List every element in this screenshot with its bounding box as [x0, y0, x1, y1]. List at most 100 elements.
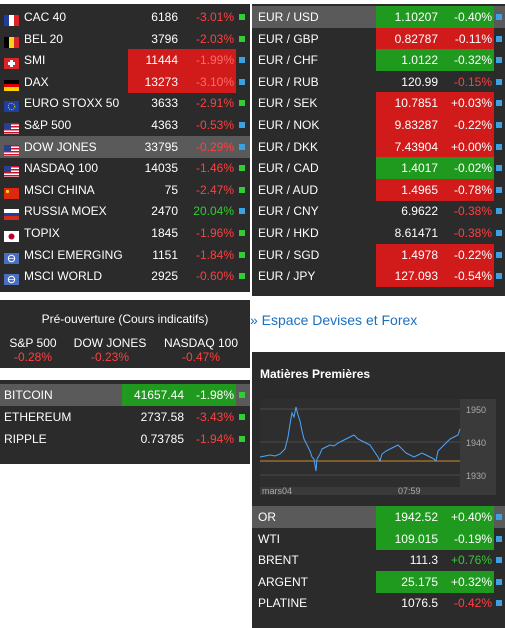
index-name: EURO STOXX 50	[24, 96, 120, 111]
forex-row[interactable]: EUR / SGD 1.4978 -0.22%	[252, 243, 505, 266]
forex-name: EUR / NOK	[258, 118, 320, 132]
status-square-icon	[239, 230, 245, 236]
forex-row[interactable]: EUR / GBP 0.82787 -0.11%	[252, 27, 505, 50]
index-change: -0.60%	[195, 269, 234, 284]
flag-icon-cn	[4, 184, 19, 199]
status-square-icon	[496, 122, 502, 128]
forex-change: -0.02%	[442, 157, 494, 180]
index-name: MSCI WORLD	[24, 269, 102, 284]
forex-change: -0.11%	[442, 27, 494, 50]
index-row[interactable]: S&P 500 4363 -0.53%	[0, 114, 250, 136]
forex-change: +0.00%	[442, 135, 494, 158]
y-tick-label: 1930	[466, 471, 486, 481]
index-row[interactable]: SMI 11444 -1.99%	[0, 49, 250, 72]
preopen-value: -0.23%	[90, 350, 130, 364]
preopen-title: Pré-ouverture (Cours indicatifs)	[41, 312, 209, 326]
index-row[interactable]: EURO STOXX 50 3633 -2.91%	[0, 92, 250, 114]
y-tick-label: 1950	[466, 405, 486, 415]
index-name: BEL 20	[24, 31, 63, 46]
forex-row[interactable]: EUR / NOK 9.83287 -0.22%	[252, 114, 505, 136]
status-square-icon	[496, 78, 502, 85]
index-row[interactable]: TOPIX 1845 -1.96%	[0, 222, 250, 244]
preopen-item-nasdaq100[interactable]: NASDAQ 100 -0.47%	[156, 336, 246, 364]
status-square-icon	[496, 100, 502, 107]
index-name: SMI	[24, 53, 46, 68]
index-change: -0.53%	[195, 118, 234, 132]
crypto-panel: BITCOIN 41657.44 -1.98% ETHEREUM 2737.58 -3.4…	[0, 380, 250, 464]
index-change: -3.01%	[195, 10, 234, 24]
index-name: S&P 500	[24, 118, 72, 132]
commodity-row[interactable]: PLATINE 1076.5 -0.42%	[252, 592, 505, 614]
status-square-icon	[239, 392, 245, 398]
forex-row[interactable]: EUR / CHF 1.0122 -0.32%	[252, 49, 505, 72]
forex-value: 1.0122	[376, 49, 442, 72]
forex-value: 1.4965	[376, 178, 442, 201]
commodity-value: 1942.52	[376, 506, 442, 528]
index-change: -1.84%	[195, 247, 234, 262]
crypto-row[interactable]: ETHEREUM 2737.58 -3.43%	[0, 406, 250, 428]
forex-value: 6.9622	[401, 204, 438, 219]
preopen-value: -0.47%	[181, 350, 221, 364]
commodity-row[interactable]: ARGENT 25.175 +0.32%	[252, 570, 505, 593]
gold-intraday-chart[interactable]: 1950 1940 1930 mars04 07:59	[259, 399, 496, 496]
commodity-name: ARGENT	[258, 574, 309, 589]
index-row[interactable]: DAX 13273 -3.10%	[0, 70, 250, 93]
index-value: 4363	[151, 118, 178, 132]
status-square-icon	[496, 230, 502, 236]
forex-row[interactable]: EUR / DKK 7.43904 +0.00%	[252, 135, 505, 158]
preopen-item-sp500[interactable]: S&P 500 -0.28%	[0, 336, 66, 364]
forex-row[interactable]: EUR / USD 1.10207 -0.40%	[252, 6, 505, 28]
forex-change: -0.22%	[442, 114, 494, 136]
forex-row[interactable]: EUR / RUB 120.99 -0.15%	[252, 71, 505, 93]
index-change: -2.03%	[195, 31, 234, 46]
crypto-name: BITCOIN	[4, 388, 53, 402]
index-row[interactable]: NASDAQ 100 14035 -1.46%	[0, 157, 250, 179]
forex-row[interactable]: EUR / SEK 10.7851 +0.03%	[252, 92, 505, 115]
index-row[interactable]: BEL 20 3796 -2.03%	[0, 28, 250, 50]
status-square-icon	[239, 57, 245, 64]
crypto-row[interactable]: RIPPLE 0.73785 -1.94%	[0, 428, 250, 450]
status-square-icon	[239, 122, 245, 128]
commodity-name: BRENT	[258, 553, 299, 568]
preopen-item-dowjones[interactable]: DOW JONES -0.23%	[70, 336, 150, 364]
commodity-change: -0.42%	[453, 596, 492, 611]
status-square-icon	[496, 57, 502, 64]
chart-plot-area	[260, 399, 460, 487]
commodity-row[interactable]: OR 1942.52 +0.40%	[252, 506, 505, 528]
indices-panel: CAC 40 6186 -3.01% BEL 20 3796 -2.03% SMI 11444…	[0, 4, 250, 292]
index-name: NASDAQ 100	[24, 161, 99, 176]
x-tick-label: 07:59	[398, 486, 421, 495]
index-value: 13273	[128, 70, 182, 93]
index-row[interactable]: DOW JONES 33795 -0.29%	[0, 135, 250, 158]
index-name: CAC 40	[24, 10, 67, 24]
status-square-icon	[496, 143, 502, 150]
forex-row[interactable]: EUR / HKD 8.61471 -0.38%	[252, 222, 505, 244]
forex-space-link[interactable]: » Espace Devises et Forex	[250, 312, 418, 328]
commodity-row[interactable]: BRENT 111.3 +0.76%	[252, 549, 505, 571]
index-row[interactable]: RUSSIA MOEX 2470 20.04%	[0, 200, 250, 222]
status-square-icon	[496, 557, 502, 564]
index-change: 20.04%	[193, 204, 234, 219]
crypto-value: 0.73785	[140, 432, 184, 446]
status-square-icon	[239, 14, 245, 20]
crypto-value: 2737.58	[140, 410, 184, 424]
commodity-value: 25.175	[376, 570, 442, 593]
index-row[interactable]: CAC 40 6186 -3.01%	[0, 6, 250, 28]
index-value: 1845	[151, 226, 178, 240]
index-change: -1.46%	[195, 161, 234, 176]
commodity-change: -0.19%	[442, 527, 494, 550]
commodity-name: OR	[258, 510, 276, 524]
x-tick-label: mars04	[262, 486, 292, 495]
commodity-row[interactable]: WTI 109.015 -0.19%	[252, 527, 505, 550]
forex-row[interactable]: EUR / CNY 6.9622 -0.38%	[252, 200, 505, 222]
crypto-row[interactable]: BITCOIN 41657.44 -1.98%	[0, 384, 250, 406]
index-row[interactable]: MSCI WORLD 2925 -0.60%	[0, 265, 250, 287]
index-row[interactable]: MSCI CHINA 75 -2.47%	[0, 179, 250, 201]
forex-row[interactable]: EUR / JPY 127.093 -0.54%	[252, 265, 505, 288]
forex-row[interactable]: EUR / AUD 1.4965 -0.78%	[252, 178, 505, 201]
index-row[interactable]: MSCI EMERGING 1151 -1.84%	[0, 244, 250, 266]
forex-row[interactable]: EUR / CAD 1.4017 -0.02%	[252, 157, 505, 180]
status-square-icon	[239, 273, 245, 280]
status-square-icon	[496, 600, 502, 607]
flag-icon-de	[4, 76, 19, 91]
